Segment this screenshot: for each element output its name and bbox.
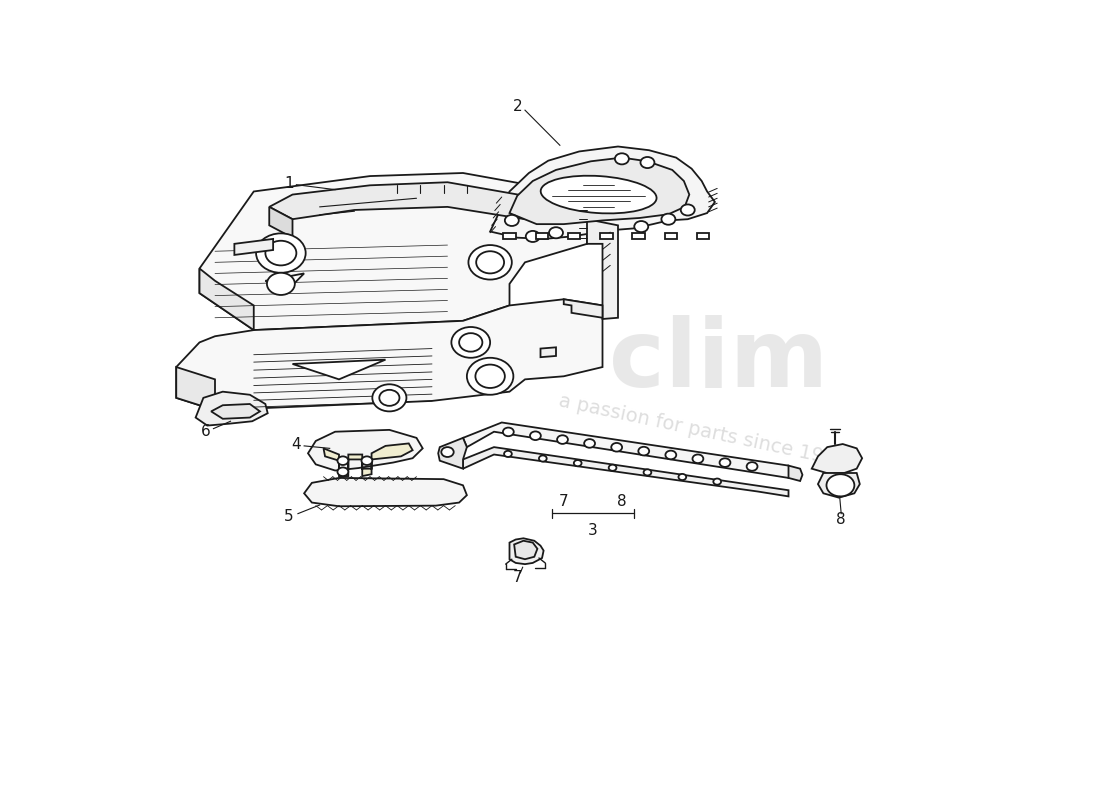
Circle shape [661,214,675,225]
Text: 1: 1 [284,176,294,191]
Polygon shape [789,466,802,481]
Circle shape [681,205,695,215]
Circle shape [608,465,616,471]
Polygon shape [211,404,260,418]
Polygon shape [176,299,603,410]
Circle shape [503,427,514,436]
Circle shape [459,333,483,352]
Circle shape [549,227,563,238]
Polygon shape [587,219,618,319]
Circle shape [469,245,512,279]
Polygon shape [323,443,412,476]
Text: 7: 7 [513,570,522,586]
Circle shape [666,450,676,459]
Text: a passion for parts since 1985: a passion for parts since 1985 [557,392,849,472]
Circle shape [747,462,758,470]
Polygon shape [514,541,538,559]
Text: 4: 4 [292,437,301,451]
Text: 8: 8 [617,494,627,509]
Circle shape [635,221,648,232]
Circle shape [557,435,568,444]
Circle shape [338,456,349,465]
Polygon shape [601,233,613,239]
Circle shape [504,451,512,457]
Polygon shape [234,239,273,255]
Polygon shape [818,473,860,498]
Circle shape [466,358,514,394]
Circle shape [441,447,453,457]
Text: 6: 6 [201,424,210,439]
Circle shape [539,455,547,462]
Polygon shape [265,274,304,293]
Polygon shape [536,233,548,239]
Circle shape [475,365,505,388]
Polygon shape [812,444,862,474]
Circle shape [638,446,649,455]
Text: 8: 8 [836,512,846,527]
Text: 3: 3 [587,522,597,538]
Polygon shape [304,478,466,506]
Circle shape [476,251,504,274]
Circle shape [379,390,399,406]
Text: clim: clim [609,315,828,407]
Circle shape [584,439,595,448]
Ellipse shape [541,176,657,214]
Circle shape [530,431,541,440]
Circle shape [338,467,349,476]
Circle shape [615,154,629,164]
Polygon shape [270,207,293,238]
Circle shape [644,470,651,475]
Polygon shape [196,392,267,426]
Polygon shape [664,233,678,239]
Polygon shape [270,182,540,219]
Circle shape [505,215,519,226]
Polygon shape [697,233,710,239]
Polygon shape [463,422,792,478]
Circle shape [362,456,372,465]
Polygon shape [632,233,645,239]
Polygon shape [438,438,466,469]
Circle shape [526,231,540,242]
Polygon shape [509,158,690,224]
Polygon shape [199,173,587,330]
Circle shape [640,157,654,168]
Circle shape [719,458,730,467]
Polygon shape [540,347,556,357]
Circle shape [372,384,406,411]
Polygon shape [463,447,789,496]
Polygon shape [293,360,385,379]
Polygon shape [308,430,422,470]
Polygon shape [491,146,715,239]
Polygon shape [176,367,214,410]
Circle shape [826,474,855,496]
Text: 5: 5 [284,509,294,524]
Circle shape [713,478,722,485]
Polygon shape [563,299,603,318]
Polygon shape [568,233,581,239]
Circle shape [612,443,623,451]
Text: 7: 7 [559,494,569,509]
Circle shape [267,273,295,295]
Polygon shape [504,233,516,239]
Circle shape [693,454,703,463]
Polygon shape [199,269,254,330]
Text: 2: 2 [513,99,522,114]
Circle shape [451,327,491,358]
Polygon shape [509,538,543,564]
Circle shape [574,460,582,466]
Circle shape [679,474,686,480]
Circle shape [265,241,296,266]
Circle shape [256,234,306,273]
